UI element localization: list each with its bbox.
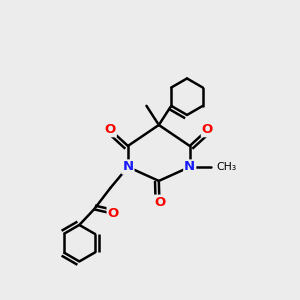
Text: CH₃: CH₃: [216, 162, 236, 172]
Text: O: O: [154, 196, 166, 208]
Text: O: O: [108, 207, 119, 220]
Text: O: O: [202, 123, 213, 136]
Text: N: N: [122, 160, 134, 173]
Text: N: N: [184, 160, 195, 173]
Text: O: O: [105, 123, 116, 136]
